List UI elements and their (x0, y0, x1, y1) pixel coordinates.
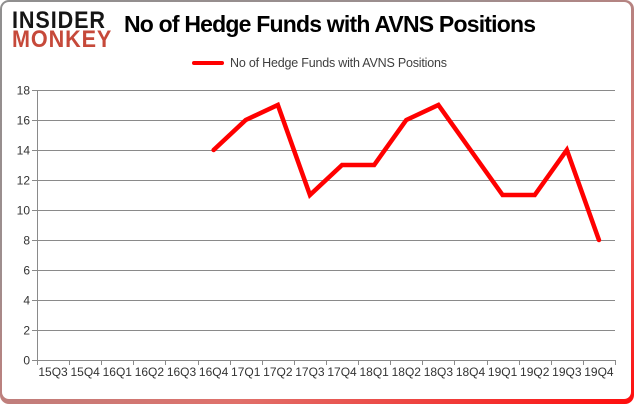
y-axis-label: 4 (23, 294, 30, 308)
insider-monkey-logo: INSIDER MONKEY (12, 7, 113, 53)
x-axis-label: 15Q4 (70, 365, 100, 379)
y-axis-label: 18 (17, 84, 31, 98)
x-axis-label: 18Q1 (359, 365, 389, 379)
x-axis-label: 16Q4 (199, 365, 229, 379)
y-axis-label: 2 (23, 324, 30, 338)
x-axis-label: 17Q4 (327, 365, 357, 379)
y-axis-label: 6 (23, 264, 30, 278)
legend-label: No of Hedge Funds with AVNS Positions (230, 56, 447, 70)
x-axis-label: 18Q4 (456, 365, 486, 379)
x-axis-label: 16Q1 (103, 365, 133, 379)
logo-line-monkey: MONKEY (12, 26, 113, 53)
x-axis-label: 16Q3 (167, 365, 197, 379)
x-axis-label: 19Q3 (552, 365, 582, 379)
x-axis-label: 17Q1 (231, 365, 261, 379)
x-axis-label: 17Q3 (295, 365, 325, 379)
x-axis-label: 17Q2 (263, 365, 293, 379)
legend-line-swatch (192, 61, 224, 65)
x-axis-label: 18Q3 (424, 365, 454, 379)
y-axis-label: 10 (17, 204, 31, 218)
y-axis-label: 16 (17, 114, 31, 128)
chart-card: INSIDER MONKEY No of Hedge Funds with AV… (2, 2, 631, 399)
x-axis-label: 15Q3 (38, 365, 68, 379)
y-axis-label: 12 (17, 174, 31, 188)
chart-title: No of Hedge Funds with AVNS Positions (124, 11, 536, 37)
x-axis-label: 16Q2 (135, 365, 165, 379)
logo-line-insider: INSIDER (12, 7, 106, 34)
y-axis-label: 14 (17, 144, 31, 158)
legend: No of Hedge Funds with AVNS Positions (192, 56, 447, 70)
y-axis-label: 8 (23, 234, 30, 248)
x-axis-label: 19Q2 (520, 365, 550, 379)
x-axis-label: 19Q1 (488, 365, 518, 379)
x-axis-label: 18Q2 (392, 365, 422, 379)
data-series-line (211, 101, 602, 243)
x-axis-label: 19Q4 (584, 365, 614, 379)
y-axis-label: 0 (23, 354, 30, 368)
